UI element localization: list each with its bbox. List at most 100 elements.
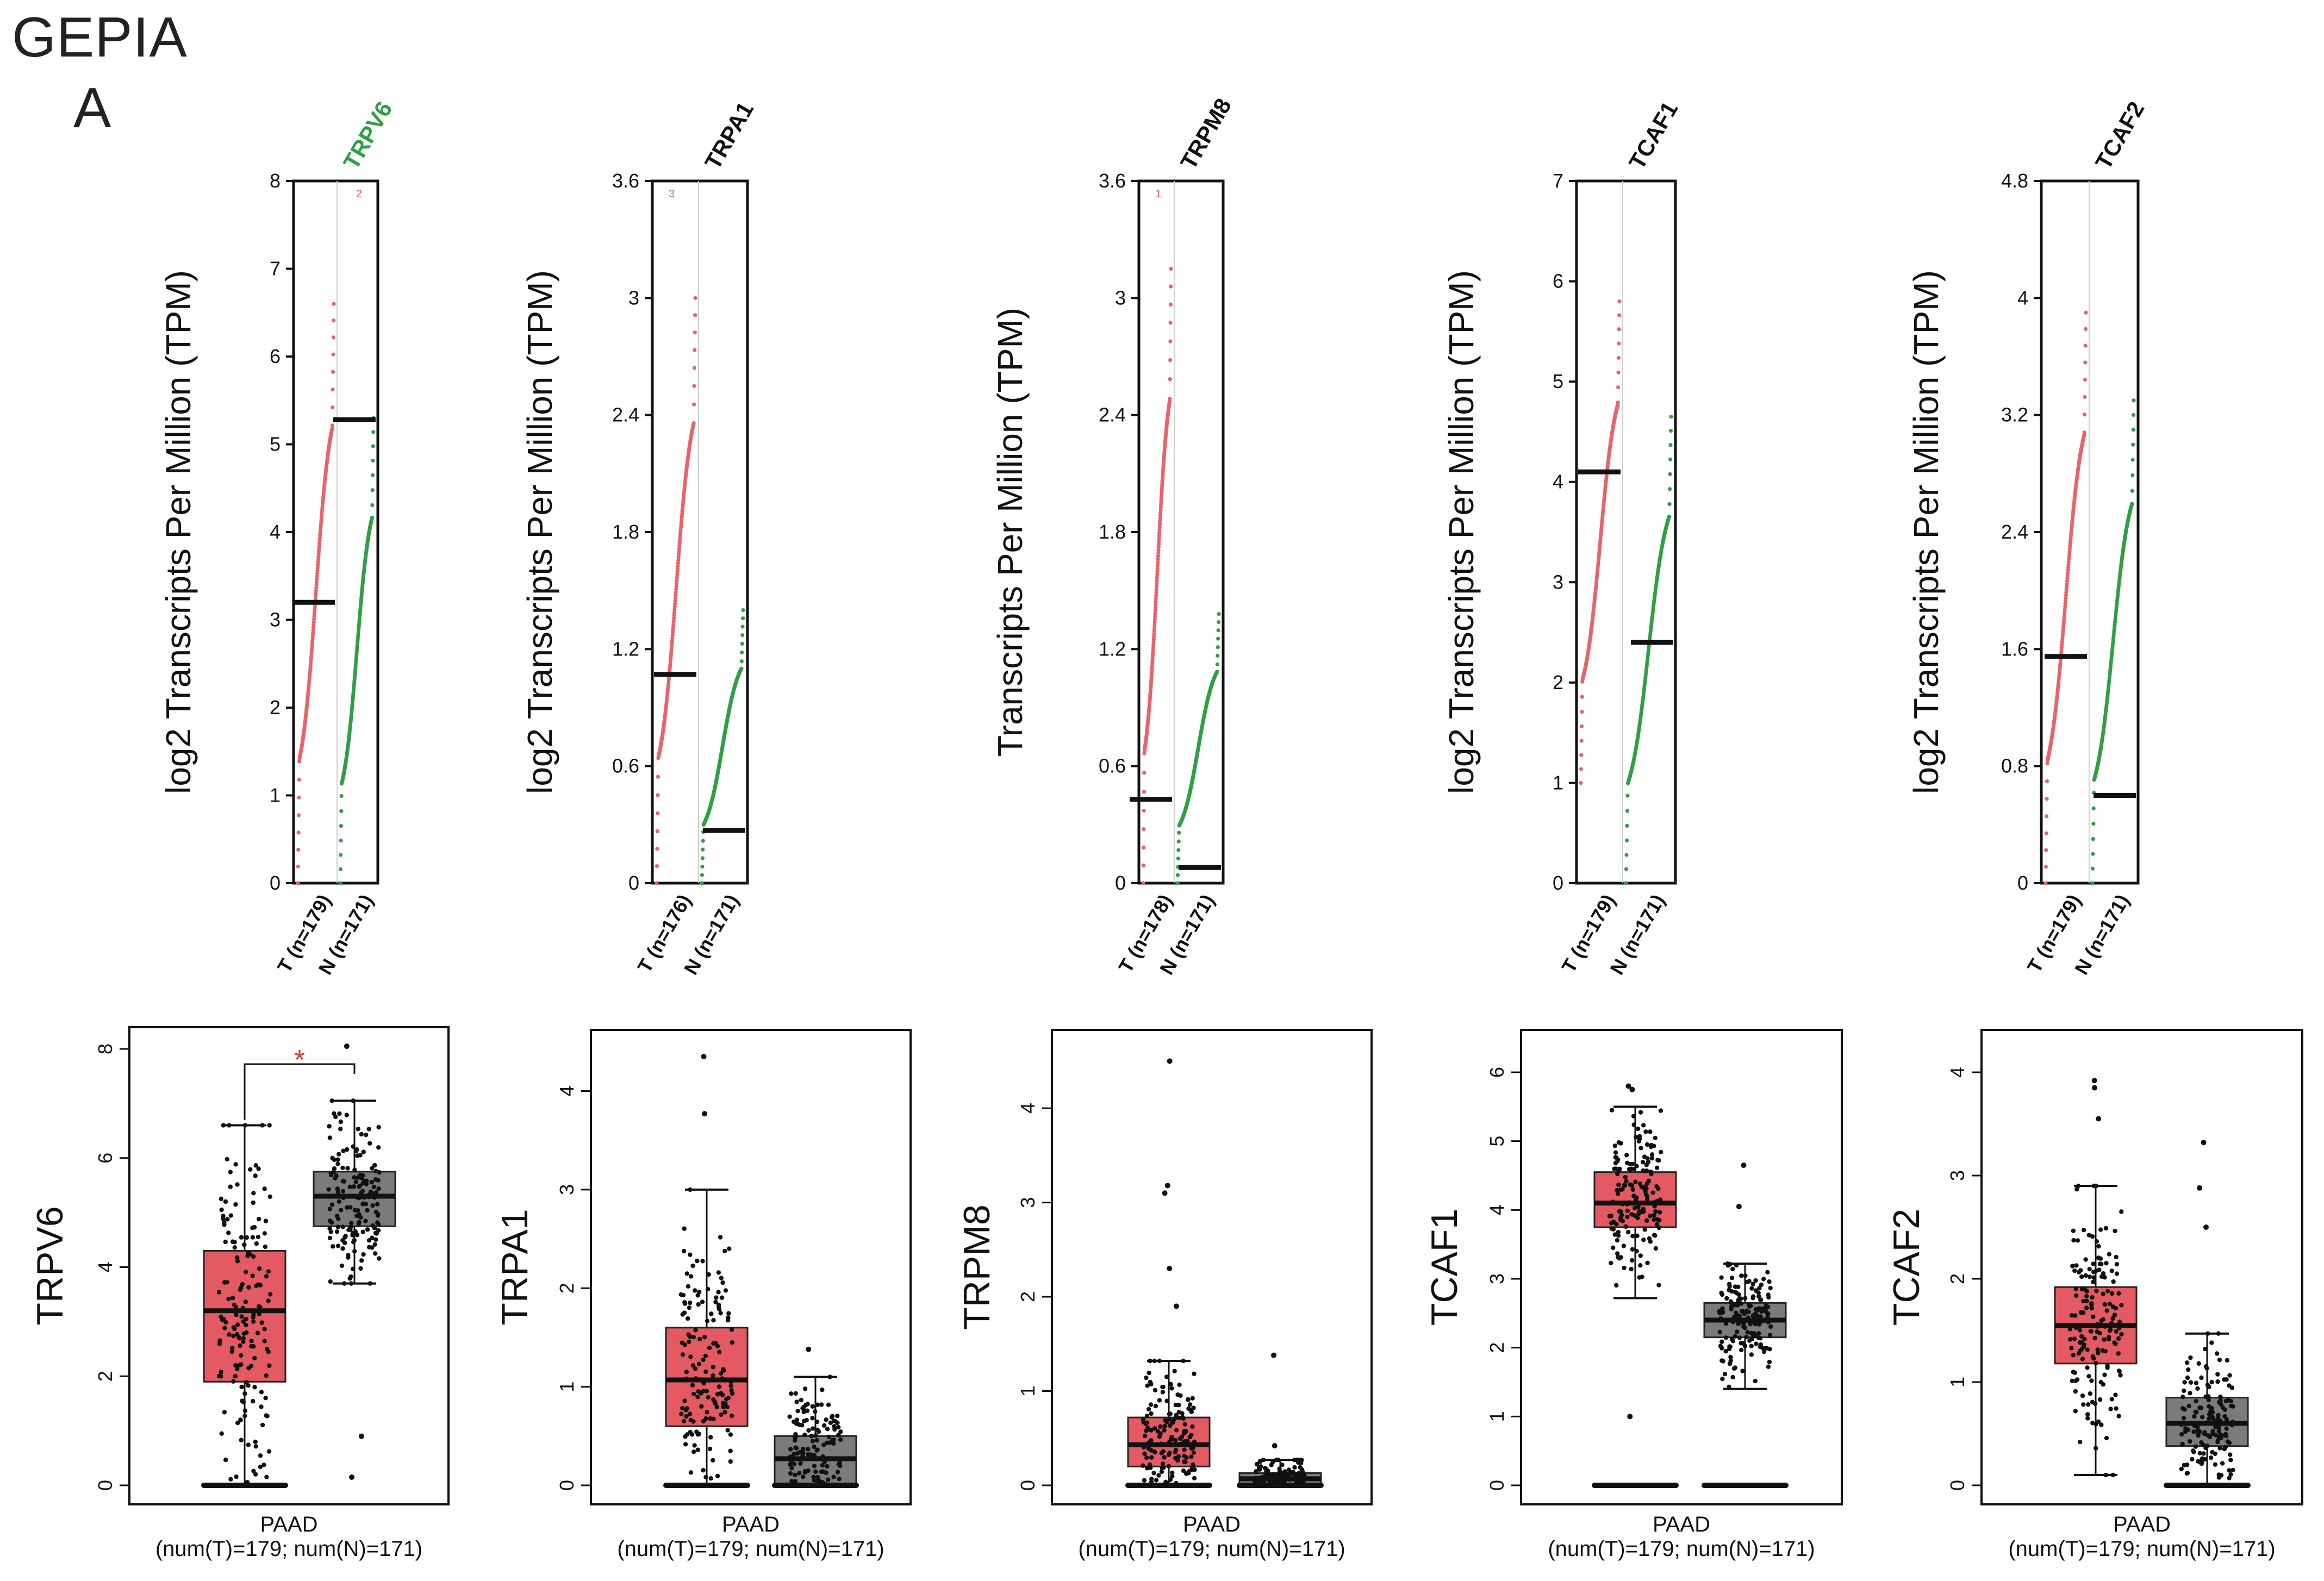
jitter-point [2116, 1336, 2121, 1341]
jitter-point [701, 1468, 706, 1473]
jitter-point [700, 1259, 705, 1264]
jitter-point [239, 1438, 244, 1442]
jitter-point [1748, 1303, 1753, 1308]
data-point [675, 575, 679, 580]
jitter-point [1254, 1461, 1260, 1467]
jitter-point [2090, 1234, 2095, 1239]
data-point [1141, 845, 1146, 849]
jitter-point [1269, 1463, 1274, 1467]
jitter-point [1719, 1339, 1724, 1344]
jitter-point [1636, 1204, 1641, 1209]
jitter-point [1656, 1283, 1661, 1288]
jitter-point [1730, 1320, 1736, 1324]
jitter-point [338, 1126, 343, 1132]
jitter-point [257, 1304, 261, 1309]
data-point [370, 473, 375, 477]
jitter-point [1631, 1122, 1636, 1127]
jitter-point [361, 1252, 366, 1257]
data-point [1142, 790, 1147, 794]
jitter-point [246, 1442, 251, 1447]
y-tick-label: 3 [628, 286, 639, 309]
jitter-point [788, 1454, 793, 1459]
jitter-point [2070, 1264, 2075, 1268]
jitter-point [1744, 1334, 1749, 1340]
jitter-point [253, 1472, 258, 1477]
jitter-point [217, 1341, 222, 1347]
jitter-point [697, 1336, 702, 1342]
jitter-point [376, 1186, 381, 1191]
jitter-point [681, 1418, 687, 1424]
jitter-point [1763, 1346, 1768, 1351]
jitter-point [360, 1229, 365, 1234]
jitter-point [2194, 1380, 2199, 1385]
jitter-point [728, 1379, 734, 1384]
jitter-point [678, 1292, 683, 1297]
x-axis-sublabel: (num(T)=179; num(N)=171) [1078, 1537, 1345, 1561]
jitter-point [2081, 1344, 2086, 1349]
jitter-point [1189, 1454, 1194, 1459]
jitter-point [2222, 1414, 2227, 1419]
outlier-point [1741, 1163, 1747, 1168]
jitter-point [1147, 1462, 1152, 1467]
jitter-point [2205, 1433, 2210, 1438]
data-point [741, 608, 745, 613]
jitter-point [2107, 1252, 2112, 1257]
jitter-point [1657, 1210, 1662, 1215]
data-point [1215, 670, 1219, 674]
jitter-point [369, 1179, 374, 1185]
jitter-point [1181, 1431, 1187, 1436]
jitter-point [696, 1361, 702, 1366]
data-point [1155, 563, 1160, 567]
jitter-point [1652, 1213, 1656, 1218]
jitter-point [329, 1098, 334, 1103]
jitter-point [1644, 1196, 1650, 1202]
jitter-point [1177, 1442, 1183, 1447]
jitter-point [1154, 1478, 1159, 1483]
jitter-point [346, 1227, 351, 1232]
data-point [1579, 739, 1584, 743]
jitter-point [1611, 1199, 1616, 1204]
jitter-point [342, 1281, 347, 1286]
jitter-point [2207, 1384, 2211, 1390]
significance-bracket [244, 1063, 356, 1120]
jitter-point [1736, 1297, 1741, 1302]
jitter-point [256, 1234, 261, 1240]
jitter-point [253, 1439, 258, 1445]
jitter-point [726, 1311, 731, 1316]
jitter-point [2208, 1455, 2214, 1460]
plot-frame [1137, 179, 1225, 885]
data-point [314, 580, 319, 584]
jitter-point [2080, 1357, 2085, 1361]
data-point [2043, 881, 2048, 885]
jitter-point [789, 1391, 794, 1396]
jitter-point [793, 1435, 798, 1440]
jitter-point [805, 1408, 810, 1413]
jitter-point [2101, 1291, 2105, 1297]
jitter-point [680, 1340, 684, 1345]
jitter-point [239, 1353, 244, 1358]
jitter-point [693, 1366, 698, 1371]
jitter-point [2095, 1347, 2100, 1352]
jitter-point [2209, 1340, 2214, 1345]
data-point [1624, 838, 1629, 842]
jitter-point [2180, 1441, 2185, 1447]
y-tick-label: 1 [270, 784, 281, 807]
jitter-point [2090, 1295, 2095, 1300]
jitter-point [225, 1157, 230, 1162]
jitter-point [1153, 1403, 1158, 1409]
jitter-point [364, 1182, 369, 1186]
jitter-point [2182, 1388, 2186, 1393]
jitter-point [251, 1399, 256, 1404]
jitter-point [2209, 1405, 2214, 1411]
data-point [1617, 299, 1622, 304]
jitter-point [1645, 1260, 1650, 1265]
jitter-point [248, 1364, 254, 1368]
jitter-point [2112, 1340, 2117, 1345]
data-point [1155, 582, 1159, 586]
jitter-point [1622, 1265, 1627, 1271]
jitter-point [794, 1446, 799, 1451]
y-axis-label: TRPA1 [494, 1209, 535, 1325]
jitter-point [2213, 1424, 2218, 1429]
jitter-point [2186, 1367, 2191, 1372]
jitter-point [709, 1311, 714, 1316]
